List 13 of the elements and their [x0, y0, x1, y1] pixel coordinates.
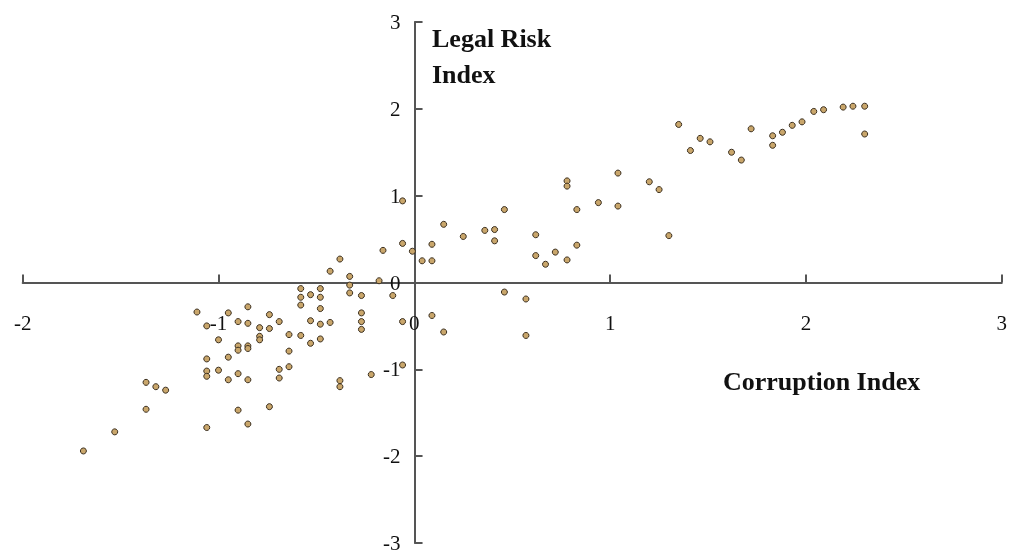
y-tick-label: 1	[390, 183, 401, 208]
x-tick-label: 1	[604, 311, 616, 335]
y-tick-label: -3	[383, 531, 401, 555]
x-tick-label: -1	[209, 311, 228, 335]
x-tick-label: 3	[996, 311, 1007, 335]
y-tick-label: -2	[383, 444, 401, 469]
y-axis-title: Legal Risk Index	[432, 23, 558, 89]
x-axis-title: Corruption Index	[723, 366, 921, 396]
y-tick-label: -1	[383, 357, 401, 382]
y-tick-label: 3	[390, 10, 401, 34]
x-tick-label: -2	[13, 311, 32, 335]
y-tick-label: 2	[390, 96, 401, 121]
x-tick-label: 2	[800, 311, 812, 335]
